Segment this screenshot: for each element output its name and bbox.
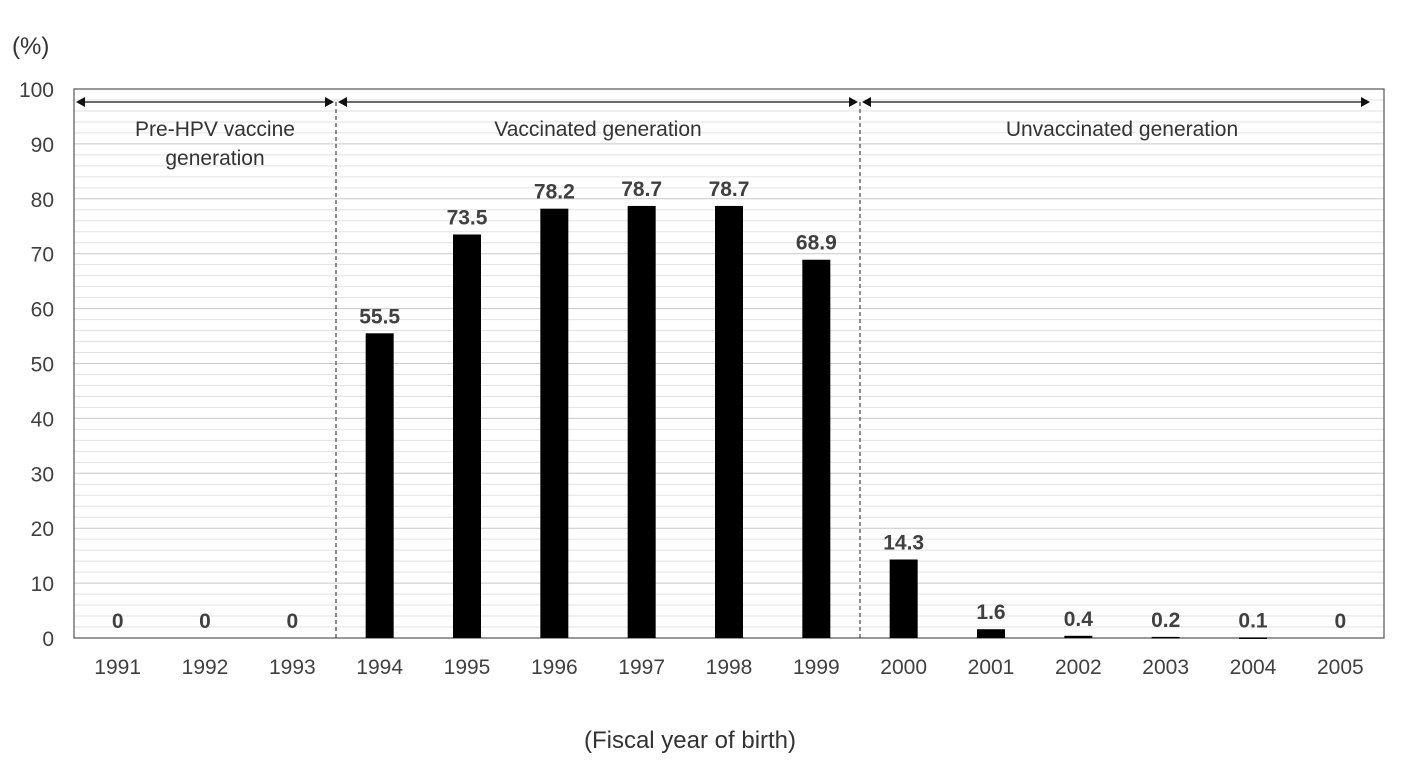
data-label: 78.2 — [534, 181, 575, 204]
bar — [715, 205, 743, 638]
y-tick-label: 40 — [31, 408, 54, 431]
generation-regions: Pre-HPV vaccine generation Vaccinated gene… — [76, 97, 1370, 638]
bar — [1151, 636, 1180, 639]
y-tick-label: 90 — [31, 134, 54, 157]
bar — [627, 205, 656, 638]
y-tick-label: 0 — [42, 628, 54, 651]
data-labels: 0 0 0 55.5 73.5 78.2 78.7 78.7 68.9 14.3 1.6 0.4 0.2… — [112, 178, 1346, 633]
data-label: 0 — [112, 610, 124, 633]
y-tick-label: 50 — [31, 354, 54, 377]
arrow-head — [1361, 97, 1370, 107]
x-tick-label: 1992 — [182, 656, 229, 679]
x-axis-ticks: 1991 1992 1993 1994 1995 1996 1997 1998 1999 2000… — [94, 656, 1363, 679]
bar — [365, 333, 394, 638]
region-label-line: Pre-HPV vaccine — [135, 118, 295, 141]
data-label: 78.7 — [709, 178, 750, 201]
y-tick-label: 70 — [31, 244, 54, 267]
x-tick-label: 1995 — [444, 656, 491, 679]
x-tick-label: 1994 — [356, 656, 403, 679]
data-label: 0 — [1334, 610, 1346, 633]
data-label: 0 — [199, 610, 211, 633]
data-label: 0 — [286, 610, 298, 633]
x-tick-label: 1993 — [269, 656, 316, 679]
y-tick-label: 100 — [19, 79, 54, 102]
x-tick-label: 1996 — [531, 656, 578, 679]
x-tick-label: 2003 — [1142, 656, 1189, 679]
data-label: 14.3 — [883, 531, 924, 554]
y-axis-ticks: 0 10 20 30 40 50 60 70 80 90 100 — [19, 79, 54, 651]
data-label: 78.7 — [621, 178, 662, 201]
bar — [540, 208, 569, 638]
region-label-line: Vaccinated generation — [494, 118, 701, 141]
y-tick-label: 80 — [31, 189, 54, 212]
data-label: 68.9 — [796, 232, 837, 255]
arrow-head — [325, 97, 334, 107]
y-tick-label: 10 — [31, 573, 54, 596]
arrow-head — [849, 97, 858, 107]
y-tick-label: 20 — [31, 518, 54, 541]
y-tick-label: 30 — [31, 463, 54, 486]
region-label: Pre-HPV vaccine generation — [135, 118, 295, 170]
data-label: 1.6 — [976, 601, 1005, 624]
data-label: 0.4 — [1064, 608, 1094, 631]
bars — [365, 205, 1267, 639]
bar — [1239, 637, 1267, 639]
x-tick-label: 1997 — [618, 656, 665, 679]
bar — [802, 259, 831, 638]
x-tick-label: 2005 — [1317, 656, 1364, 679]
region-label: Vaccinated generation — [494, 118, 701, 141]
arrow-head — [862, 97, 871, 107]
arrow-head — [76, 97, 85, 107]
x-tick-label: 2002 — [1055, 656, 1102, 679]
data-label: 73.5 — [447, 206, 488, 229]
x-tick-label: 1999 — [793, 656, 840, 679]
bar — [977, 629, 1005, 638]
y-axis-unit-label: (%) — [12, 33, 49, 60]
x-tick-label: 1991 — [94, 656, 141, 679]
bar — [453, 234, 481, 639]
region-label: Unvaccinated generation — [1006, 118, 1238, 141]
x-tick-label: 1998 — [706, 656, 753, 679]
region-label-line: generation — [165, 147, 264, 170]
bar — [1064, 635, 1093, 638]
region-label-line: Unvaccinated generation — [1006, 118, 1238, 141]
bar — [889, 559, 918, 638]
arrow-head — [338, 97, 347, 107]
x-tick-label: 2004 — [1230, 656, 1277, 679]
y-tick-label: 60 — [31, 299, 54, 322]
data-label: 0.2 — [1151, 609, 1180, 632]
x-tick-label: 2001 — [968, 656, 1015, 679]
data-label: 0.1 — [1238, 609, 1268, 632]
x-axis-title: (Fiscal year of birth) — [584, 727, 796, 754]
x-tick-label: 2000 — [880, 656, 927, 679]
data-label: 55.5 — [359, 305, 400, 328]
